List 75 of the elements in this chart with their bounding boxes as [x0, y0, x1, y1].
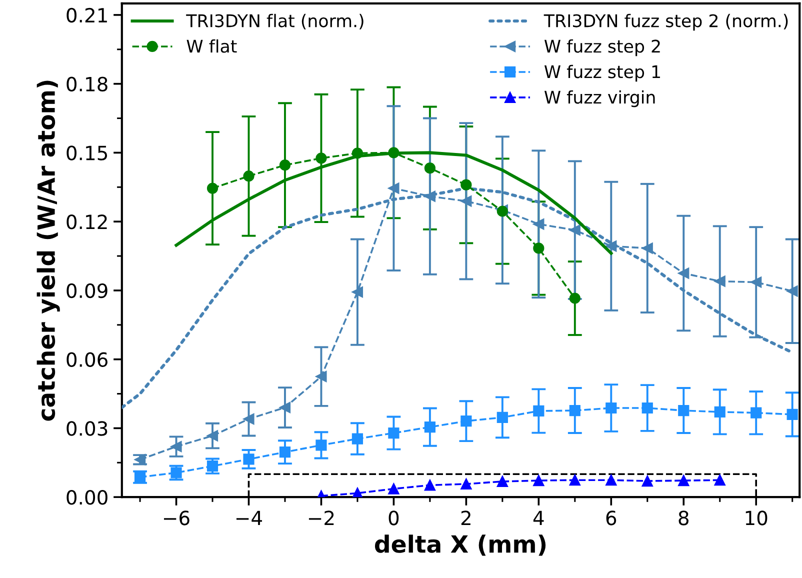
point	[170, 441, 182, 452]
point	[678, 268, 690, 279]
point	[424, 480, 436, 491]
point	[388, 483, 400, 494]
legend-label: W fuzz step 1	[544, 64, 660, 82]
legend-label: TRI3DYN flat (norm.)	[186, 14, 364, 30]
legend-label: TRI3DYN fuzz step 2 (norm.)	[544, 14, 788, 31]
x-axis-title: delta X (mm)	[374, 534, 546, 556]
point	[424, 162, 436, 174]
point	[496, 412, 508, 423]
legend-label: W fuzz virgin	[544, 90, 655, 108]
point	[460, 196, 472, 207]
y-tick-label: 0.00	[66, 490, 108, 505]
point	[750, 276, 762, 288]
point	[786, 408, 798, 420]
point	[206, 430, 218, 442]
x-tick-label: 8	[678, 510, 688, 526]
y-tick-label: 0.03	[66, 421, 108, 436]
point	[460, 478, 472, 490]
x-tick-label: 0	[388, 510, 399, 526]
point	[316, 152, 327, 164]
point	[243, 170, 254, 182]
point	[569, 404, 580, 416]
point	[388, 427, 400, 439]
y-tick-label: 0.18	[66, 76, 108, 92]
point	[206, 460, 218, 472]
point	[316, 370, 327, 382]
point	[642, 475, 653, 487]
x-tick-label: −4	[236, 510, 262, 526]
point	[714, 474, 726, 486]
point	[352, 433, 364, 444]
y-tick-label: 0.06	[66, 352, 108, 367]
point	[460, 416, 472, 427]
legend-label: W flat	[186, 39, 237, 53]
x-tick-label: −6	[164, 510, 190, 526]
point	[569, 474, 580, 486]
point	[243, 413, 254, 425]
point	[206, 182, 218, 194]
point	[678, 474, 690, 486]
x-tick-label: 10	[746, 510, 768, 526]
point	[388, 182, 400, 194]
point	[642, 402, 653, 414]
point	[569, 224, 580, 236]
point	[642, 242, 653, 254]
y-tick-label: 0.09	[66, 283, 108, 298]
y-tick-label: 0.12	[66, 214, 107, 230]
point	[316, 440, 327, 451]
point	[352, 286, 364, 298]
y-axis-title: catcher yield (W/Ar atom)	[36, 80, 60, 421]
point	[786, 286, 798, 297]
point	[279, 446, 291, 458]
point	[606, 474, 617, 486]
y-tick-label: 0.21	[66, 8, 107, 23]
legend-label: W fuzz step 2	[544, 39, 660, 56]
point	[714, 276, 726, 287]
point	[279, 402, 291, 414]
point	[496, 476, 508, 488]
point	[424, 422, 436, 433]
point	[533, 474, 544, 486]
x-tick-label: −2	[308, 510, 334, 526]
point	[678, 404, 690, 416]
point	[460, 179, 472, 190]
point	[533, 242, 544, 254]
x-tick-label: 4	[533, 510, 544, 526]
point	[606, 402, 617, 414]
point	[279, 160, 291, 171]
x-tick-label: 2	[461, 510, 470, 526]
point	[750, 407, 762, 418]
point	[533, 218, 544, 230]
y-tick-label: 0.15	[66, 146, 108, 160]
point	[714, 406, 726, 418]
point	[243, 454, 254, 465]
x-tick-label: 6	[606, 510, 616, 526]
point	[533, 405, 544, 417]
point	[569, 292, 580, 304]
